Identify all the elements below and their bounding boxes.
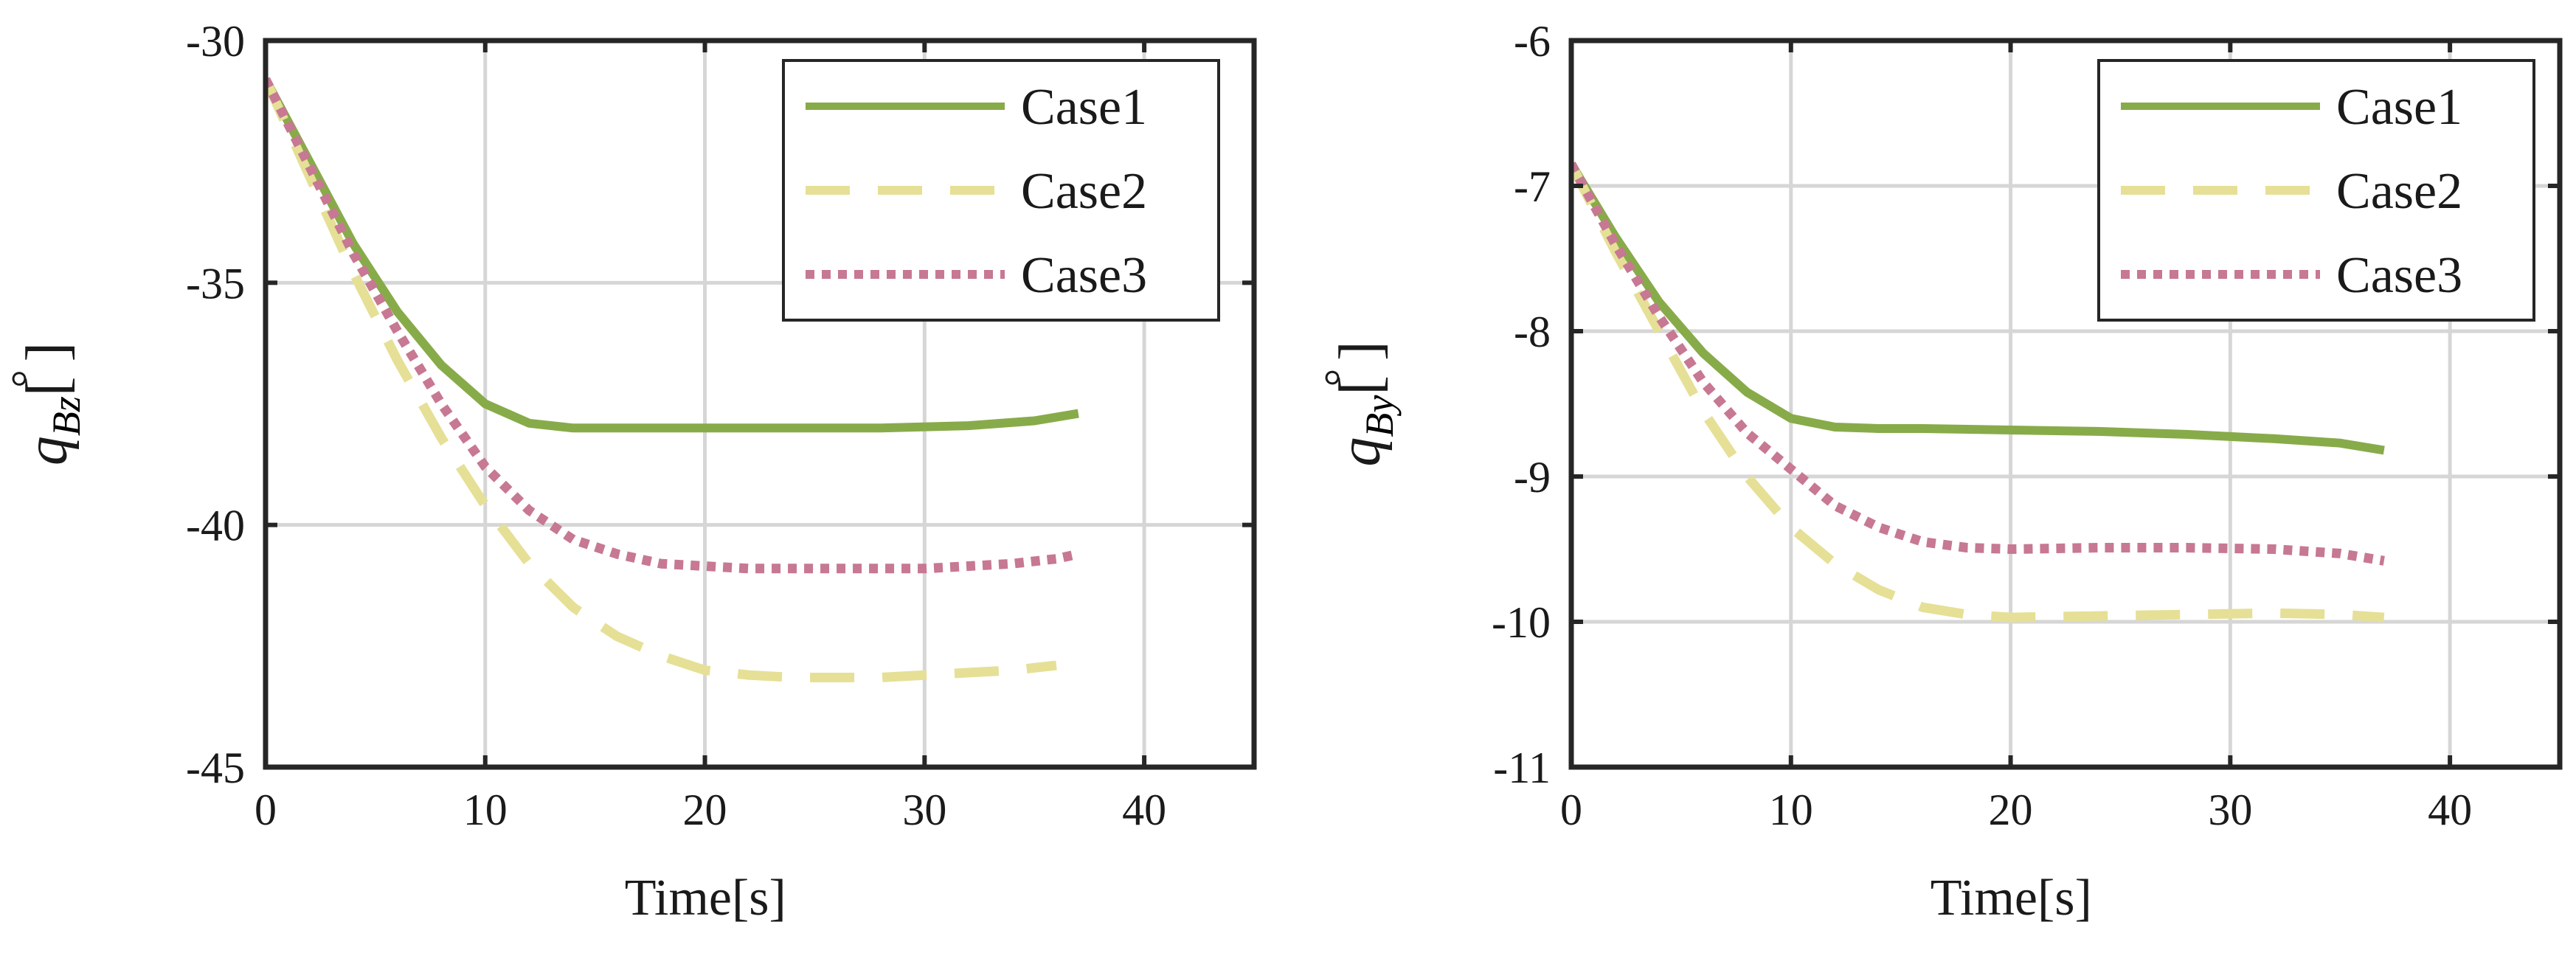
- legend: Case1 Case2 Case3: [2097, 59, 2535, 322]
- series-line-case3: [1571, 162, 2385, 566]
- x-tick-label: 20: [683, 786, 727, 834]
- y-tick-label: -7: [1514, 162, 1551, 211]
- axes-frame: [263, 38, 1257, 770]
- y-tick-label: -35: [186, 259, 245, 308]
- chart-1: 0 10 20 30 40 -45 -40 -35 -30 Time[s] qBz[ ]° Case1…: [3, 17, 1257, 926]
- x-tick-label: 20: [1989, 786, 2033, 834]
- x-axis-label: Time[s]: [625, 870, 786, 926]
- series-line-case2: [1571, 162, 2385, 623]
- series-line-case2: [266, 77, 1057, 682]
- x-tick-label: 10: [1769, 786, 1813, 834]
- y-tick-label: -30: [186, 17, 245, 66]
- legend-label-case3: Case3: [2336, 247, 2462, 304]
- axes-frame: [1568, 38, 2563, 770]
- x-tick-label: 40: [1122, 786, 1166, 834]
- legend-label-case2: Case2: [2336, 163, 2462, 220]
- x-tick-label: 0: [1560, 786, 1582, 834]
- x-tick-label: 30: [2208, 786, 2252, 834]
- legend-label-case3: Case3: [1021, 247, 1147, 304]
- y-axis-label: qBz[ ]°: [3, 342, 89, 465]
- y-tick-label: -6: [1514, 17, 1551, 66]
- y-tick-label: -40: [186, 502, 245, 550]
- x-tick-label: 30: [902, 786, 946, 834]
- legend-label-case2: Case2: [1021, 163, 1147, 220]
- y-tick-label: -8: [1514, 308, 1551, 356]
- chart-2: 0 10 20 30 40 -11 -10 -9 -8 -7 -6 Time[s] qBy[ ]° Cas…: [1316, 17, 2563, 926]
- x-axis-label: Time[s]: [1931, 870, 2092, 926]
- legend: Case1 Case2 Case3: [782, 59, 1220, 322]
- x-tick-label: 40: [2428, 786, 2472, 834]
- y-tick-label: -11: [1493, 744, 1551, 792]
- series-line-case3: [266, 77, 1080, 574]
- y-tick-label: -10: [1492, 598, 1551, 647]
- y-tick-label: -45: [186, 744, 245, 792]
- legend-label-case1: Case1: [2336, 79, 2462, 136]
- x-tick-label: 0: [255, 786, 277, 834]
- y-tick-label: -9: [1514, 453, 1551, 502]
- y-axis-label: qBy[ ]°: [1316, 341, 1402, 466]
- series-line-case1: [1571, 162, 2385, 455]
- legend-label-case1: Case1: [1021, 79, 1147, 136]
- x-tick-label: 10: [463, 786, 508, 834]
- series-line-case1: [266, 77, 1079, 433]
